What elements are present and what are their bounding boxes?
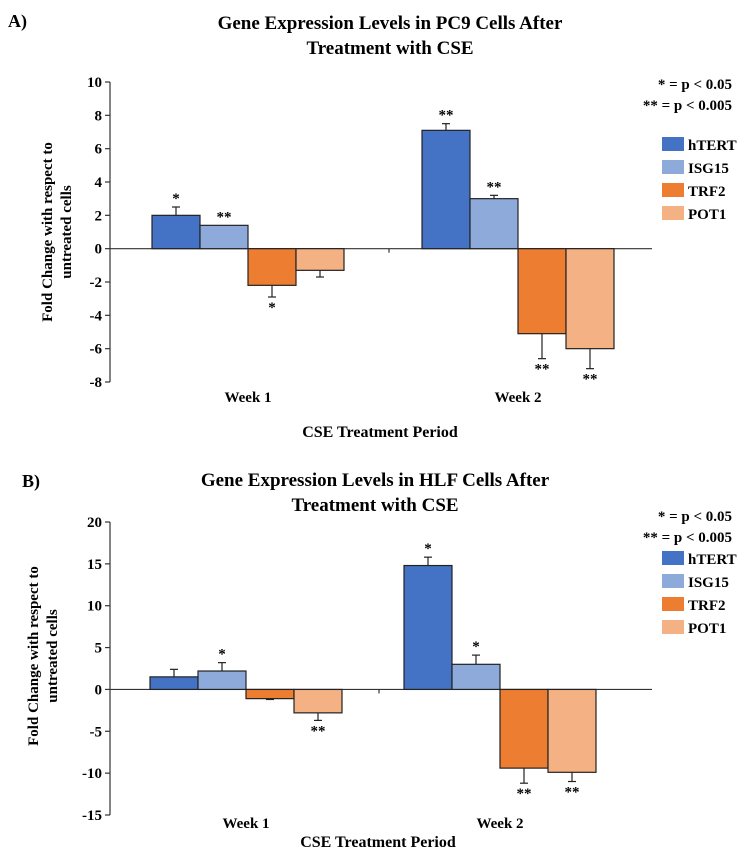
significance-mark: *	[218, 647, 226, 663]
y-tick-label: 0	[95, 682, 103, 698]
significance-mark: **	[217, 209, 232, 225]
bar-pot1-week-2	[565, 248, 615, 350]
bar-htert-week-1	[151, 214, 201, 250]
bar-pot1-week-1	[293, 688, 343, 714]
legend-swatch-isg15	[662, 160, 684, 174]
y-axis-label-line1: Fold Change with respect to	[26, 566, 42, 746]
y-tick-label: 20	[87, 515, 102, 531]
chart-panel-a: A) Gene Expression Levels in PC9 Cells A…	[8, 11, 737, 441]
y-tick-label: 5	[95, 641, 103, 657]
chart-title-line2: Treatment with CSE	[306, 38, 473, 59]
legend-label-isg15: ISG15	[688, 161, 729, 177]
bar-isg15-week-2	[469, 198, 519, 250]
legend-swatch-trf2	[662, 597, 684, 611]
legend-swatch-htert	[662, 551, 684, 565]
bar-isg15-week-1	[197, 670, 247, 691]
significance-mark: *	[424, 541, 432, 557]
bar-pot1-week-2	[547, 688, 597, 773]
legend-label-htert: hTERT	[688, 552, 737, 568]
significance-mark: **	[487, 179, 502, 195]
y-tick-label: -2	[90, 275, 103, 291]
x-category-label: Week 2	[476, 816, 523, 832]
y-tick-label: 0	[95, 242, 103, 258]
significance-mark: *	[268, 300, 276, 316]
panel-label-b: B)	[22, 471, 40, 492]
y-tick-label: -5	[90, 724, 103, 740]
sig-legend-line2: ** = p < 0.005	[643, 530, 732, 546]
sig-legend-line1: * = p < 0.05	[658, 509, 732, 525]
legend-swatch-trf2	[662, 183, 684, 197]
y-tick-label: 10	[87, 599, 102, 615]
legend-swatch-htert	[662, 137, 684, 151]
bar-htert-week-2	[403, 564, 453, 691]
chart-b-svg: B) Gene Expression Levels in HLF Cells A…	[22, 470, 737, 851]
legend-label-isg15: ISG15	[688, 575, 729, 591]
y-tick-label: 10	[87, 75, 102, 91]
chart-title-line1: Gene Expression Levels in HLF Cells Afte…	[201, 470, 550, 491]
chart-panel-b: B) Gene Expression Levels in HLF Cells A…	[0, 429, 754, 858]
y-tick-label: 8	[95, 108, 103, 124]
significance-mark: **	[517, 786, 532, 802]
legend-swatch-pot1	[662, 620, 684, 634]
legend-label-pot1: POT1	[688, 207, 726, 223]
significance-mark: **	[583, 372, 598, 388]
significance-mark: **	[439, 108, 454, 124]
bar-trf2-week-1	[247, 248, 297, 286]
y-tick-label: 6	[95, 142, 103, 158]
x-axis-label: CSE Treatment Period	[302, 424, 458, 441]
sig-legend-line2: ** = p < 0.005	[643, 98, 732, 114]
legend-label-pot1: POT1	[688, 621, 726, 637]
x-category-label: Week 1	[222, 816, 269, 832]
legend-label-htert: hTERT	[688, 138, 737, 154]
y-tick-label: 15	[87, 557, 102, 573]
legend-label-trf2: TRF2	[688, 184, 726, 200]
bar-trf2-week-2	[499, 688, 549, 769]
y-axis-label-line2: untreated cells	[59, 185, 75, 279]
y-tick-label: -4	[90, 308, 103, 324]
bar-isg15-week-2	[451, 663, 501, 691]
significance-mark: **	[311, 723, 326, 739]
chart-title-line2: Treatment with CSE	[291, 495, 458, 516]
bar-pot1-week-1	[295, 248, 345, 271]
y-tick-label: -10	[82, 766, 102, 782]
y-tick-label: -6	[90, 342, 103, 358]
bar-trf2-week-1	[245, 688, 295, 700]
x-axis-label: CSE Treatment Period	[300, 834, 456, 851]
chart-title-line1: Gene Expression Levels in PC9 Cells Afte…	[218, 13, 563, 34]
sig-legend-line1: * = p < 0.05	[658, 77, 732, 93]
x-category-label: Week 2	[494, 390, 541, 406]
legend-label-trf2: TRF2	[688, 598, 726, 614]
y-tick-label: -15	[82, 808, 102, 824]
significance-mark: *	[172, 191, 180, 207]
bar-isg15-week-1	[199, 224, 249, 250]
y-axis-label-line1: Fold Change with respect to	[40, 142, 56, 322]
bar-htert-week-2	[421, 129, 471, 250]
bar-trf2-week-2	[517, 248, 567, 335]
legend-swatch-pot1	[662, 206, 684, 220]
y-tick-label: -8	[90, 375, 103, 391]
significance-mark: **	[565, 785, 580, 801]
y-tick-label: 4	[95, 175, 103, 191]
legend-swatch-isg15	[662, 574, 684, 588]
significance-mark: **	[535, 362, 550, 378]
chart-a-svg: A) Gene Expression Levels in PC9 Cells A…	[8, 11, 737, 441]
y-axis-label-line2: untreated cells	[45, 609, 61, 703]
panel-label-a: A)	[8, 11, 27, 32]
y-tick-label: 2	[95, 208, 103, 224]
x-category-label: Week 1	[224, 390, 271, 406]
significance-mark: *	[472, 639, 480, 655]
bar-htert-week-1	[149, 676, 199, 691]
